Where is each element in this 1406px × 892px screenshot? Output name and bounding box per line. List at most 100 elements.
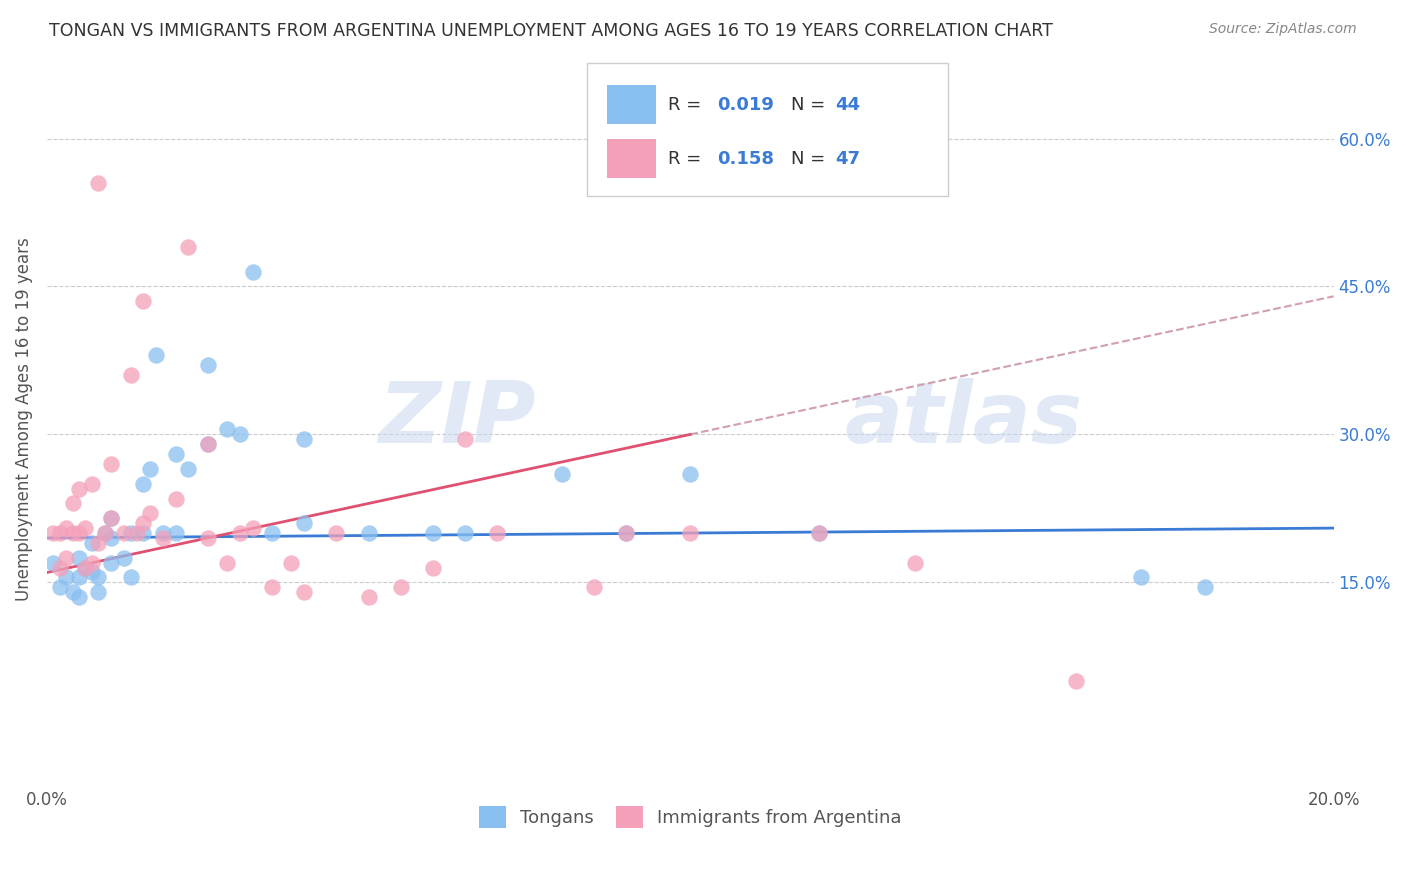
FancyBboxPatch shape — [606, 85, 655, 124]
Point — [325, 526, 347, 541]
Point — [80, 556, 103, 570]
Point — [454, 433, 477, 447]
Text: TONGAN VS IMMIGRANTS FROM ARGENTINA UNEMPLOYMENT AMONG AGES 16 TO 19 YEARS CORRE: TONGAN VS IMMIGRANTS FROM ARGENTINA UNEM… — [49, 22, 1053, 40]
Point — [87, 536, 110, 550]
Point — [454, 526, 477, 541]
Point — [152, 526, 174, 541]
Text: Source: ZipAtlas.com: Source: ZipAtlas.com — [1209, 22, 1357, 37]
Text: atlas: atlas — [845, 378, 1083, 461]
Point — [87, 585, 110, 599]
Point — [75, 521, 97, 535]
Point — [357, 590, 380, 604]
Point — [165, 526, 187, 541]
Point — [215, 422, 238, 436]
Point — [132, 516, 155, 531]
Point — [55, 550, 77, 565]
FancyBboxPatch shape — [606, 139, 655, 178]
Point — [67, 550, 90, 565]
Point — [80, 536, 103, 550]
Point — [62, 585, 84, 599]
Point — [177, 462, 200, 476]
Point — [1064, 673, 1087, 688]
Point — [132, 476, 155, 491]
Point — [389, 580, 412, 594]
Point — [67, 526, 90, 541]
Point — [1129, 570, 1152, 584]
Y-axis label: Unemployment Among Ages 16 to 19 years: Unemployment Among Ages 16 to 19 years — [15, 238, 32, 601]
Point — [112, 550, 135, 565]
Point — [152, 531, 174, 545]
Point — [125, 526, 148, 541]
Point — [49, 580, 72, 594]
Point — [120, 368, 142, 383]
Point — [582, 580, 605, 594]
Point — [197, 437, 219, 451]
Point — [679, 467, 702, 481]
Point — [67, 590, 90, 604]
Text: 0.158: 0.158 — [717, 150, 775, 168]
Point — [80, 566, 103, 580]
Point — [177, 240, 200, 254]
Point — [67, 482, 90, 496]
Point — [262, 580, 284, 594]
Text: R =: R = — [668, 150, 707, 168]
Point — [229, 526, 252, 541]
FancyBboxPatch shape — [588, 63, 948, 196]
Point — [112, 526, 135, 541]
Point — [94, 526, 117, 541]
Point — [1194, 580, 1216, 594]
Point — [120, 570, 142, 584]
Point — [165, 491, 187, 506]
Point — [87, 570, 110, 584]
Point — [292, 585, 315, 599]
Point — [100, 457, 122, 471]
Point — [292, 516, 315, 531]
Point — [229, 427, 252, 442]
Point — [145, 349, 167, 363]
Point — [100, 511, 122, 525]
Point — [87, 176, 110, 190]
Point — [422, 560, 444, 574]
Point — [262, 526, 284, 541]
Point — [242, 265, 264, 279]
Point — [215, 556, 238, 570]
Point — [139, 506, 162, 520]
Point — [55, 521, 77, 535]
Point — [94, 526, 117, 541]
Point — [197, 437, 219, 451]
Point — [55, 570, 77, 584]
Point — [280, 556, 302, 570]
Point — [132, 294, 155, 309]
Point — [357, 526, 380, 541]
Point — [120, 526, 142, 541]
Point — [614, 526, 637, 541]
Point — [75, 560, 97, 574]
Point — [132, 526, 155, 541]
Point — [197, 531, 219, 545]
Point — [807, 526, 830, 541]
Point — [139, 462, 162, 476]
Point — [42, 556, 65, 570]
Point — [486, 526, 509, 541]
Point — [807, 526, 830, 541]
Point — [62, 526, 84, 541]
Text: N =: N = — [790, 95, 831, 113]
Point — [679, 526, 702, 541]
Text: 47: 47 — [835, 150, 860, 168]
Text: ZIP: ZIP — [378, 378, 536, 461]
Point — [165, 447, 187, 461]
Text: 44: 44 — [835, 95, 860, 113]
Point — [100, 531, 122, 545]
Point — [67, 570, 90, 584]
Text: N =: N = — [790, 150, 831, 168]
Text: 0.019: 0.019 — [717, 95, 775, 113]
Point — [550, 467, 572, 481]
Point — [62, 496, 84, 510]
Point — [100, 511, 122, 525]
Point — [614, 526, 637, 541]
Point — [42, 526, 65, 541]
Point — [75, 560, 97, 574]
Legend: Tongans, Immigrants from Argentina: Tongans, Immigrants from Argentina — [471, 799, 908, 836]
Point — [197, 359, 219, 373]
Point — [49, 526, 72, 541]
